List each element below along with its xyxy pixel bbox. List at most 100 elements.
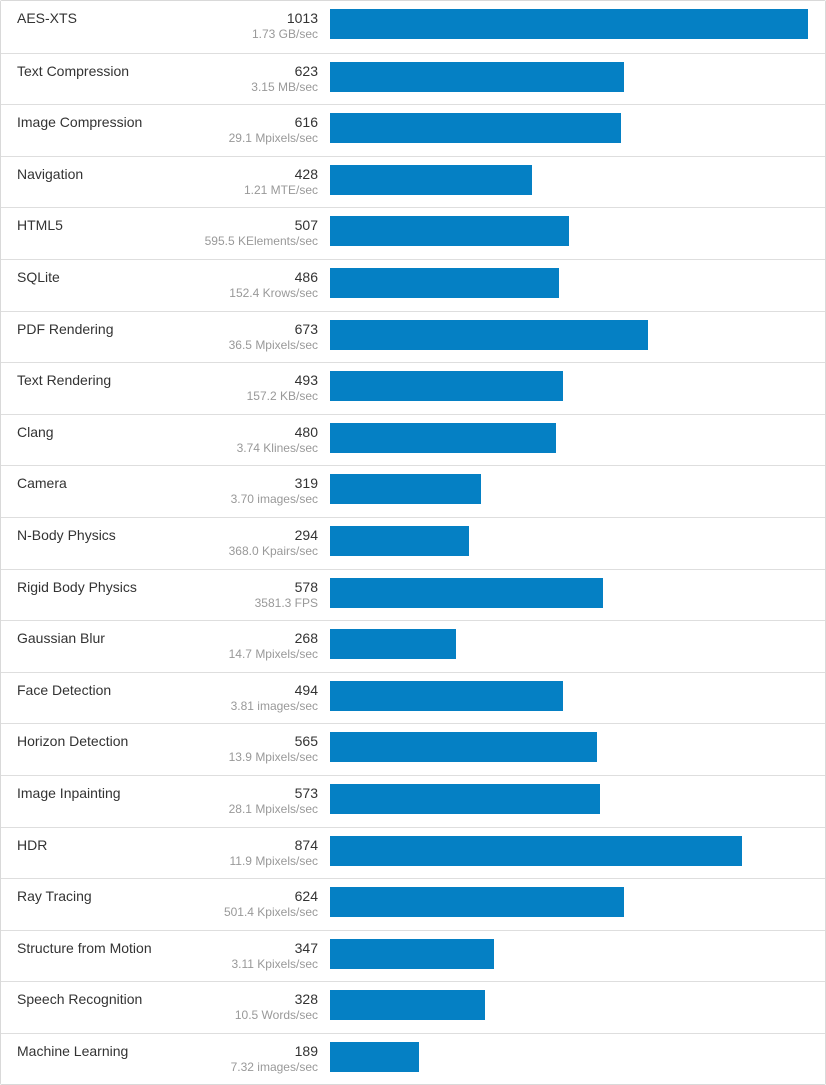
bar-track — [330, 629, 808, 660]
benchmark-row: Navigation 428 1.21 MTE/sec — [1, 155, 825, 208]
benchmark-name: HTML5 — [17, 217, 63, 234]
benchmark-name: Structure from Motion — [17, 939, 152, 956]
benchmark-row: Machine Learning 189 7.32 images/sec — [1, 1032, 825, 1085]
benchmark-rate: 368.0 Kpairs/sec — [228, 543, 318, 558]
benchmark-row: Clang 480 3.74 Klines/sec — [1, 413, 825, 466]
benchmark-row: N-Body Physics 294 368.0 Kpairs/sec — [1, 516, 825, 569]
benchmark-name: Speech Recognition — [17, 991, 143, 1008]
benchmark-rate: 3581.3 FPS — [254, 595, 318, 610]
benchmark-score: 294 — [294, 526, 318, 543]
benchmark-score: 347 — [294, 939, 318, 956]
benchmark-score: 623 — [294, 62, 318, 79]
benchmark-score: 319 — [294, 475, 318, 492]
benchmark-name: Gaussian Blur — [17, 630, 105, 647]
benchmark-row: Speech Recognition 328 10.5 Words/sec — [1, 981, 825, 1033]
bar-track — [330, 938, 808, 969]
benchmark-name: Clang — [17, 423, 54, 440]
benchmark-row: SQLite 486 152.4 Krows/sec — [1, 258, 825, 311]
benchmark-rate: 1.21 MTE/sec — [243, 182, 318, 197]
benchmark-name: SQLite — [17, 268, 60, 285]
benchmark-rate: 3.74 Klines/sec — [236, 440, 318, 455]
benchmark-score: 573 — [294, 784, 318, 801]
benchmark-score: 507 — [294, 217, 318, 234]
score-bar — [330, 422, 556, 453]
benchmark-name: Image Inpainting — [17, 784, 121, 801]
benchmark-rate: 152.4 Krows/sec — [229, 285, 318, 300]
bar-track — [330, 474, 808, 505]
score-bar — [330, 61, 624, 92]
benchmark-row: PDF Rendering 673 36.5 Mpixels/sec — [1, 310, 825, 363]
score-bar — [330, 371, 563, 402]
benchmark-row: Horizon Detection 565 13.9 Mpixels/sec — [1, 723, 825, 775]
benchmark-score: 486 — [294, 268, 318, 285]
bar-track — [330, 9, 808, 39]
benchmark-score: 1013 — [286, 10, 318, 26]
bar-track — [330, 422, 808, 453]
bar-track — [330, 525, 808, 556]
benchmark-row: AES-XTS 1013 1.73 GB/sec — [1, 1, 825, 53]
benchmark-score: 616 — [294, 114, 318, 131]
benchmark-row: Text Rendering 493 157.2 KB/sec — [1, 362, 825, 414]
score-bar — [330, 835, 742, 866]
benchmark-name: Text Compression — [17, 62, 130, 79]
benchmark-score: 428 — [294, 165, 318, 182]
benchmark-score: 480 — [294, 423, 318, 440]
benchmark-rate: 3.81 images/sec — [230, 698, 318, 713]
benchmark-rate: 3.15 MB/sec — [251, 79, 318, 94]
bar-track — [330, 61, 808, 92]
benchmark-name: Ray Tracing — [17, 888, 92, 905]
benchmark-rate: 157.2 KB/sec — [246, 389, 318, 404]
score-bar — [330, 990, 485, 1021]
score-bar — [330, 267, 559, 298]
bar-track — [330, 577, 808, 608]
score-bar — [330, 629, 456, 660]
score-bar — [330, 113, 621, 144]
bar-track — [330, 783, 808, 814]
benchmark-row: HDR 874 11.9 Mpixels/sec — [1, 826, 825, 879]
bar-track — [330, 267, 808, 298]
benchmark-name: N-Body Physics — [17, 526, 116, 543]
benchmark-row: Image Inpainting 573 28.1 Mpixels/sec — [1, 774, 825, 827]
benchmark-rate: 10.5 Words/sec — [234, 1008, 318, 1023]
benchmark-score: 493 — [294, 372, 318, 389]
benchmark-name: Rigid Body Physics — [17, 578, 137, 595]
benchmark-row: Image Compression 616 29.1 Mpixels/sec — [1, 104, 825, 156]
benchmark-name: Text Rendering — [17, 372, 112, 389]
bar-track — [330, 732, 808, 763]
score-bar — [330, 164, 532, 195]
benchmark-score: 268 — [294, 630, 318, 647]
benchmark-rate: 14.7 Mpixels/sec — [228, 647, 318, 662]
bar-track — [330, 164, 808, 195]
benchmark-rate: 3.11 Kpixels/sec — [231, 956, 319, 971]
benchmark-score: 565 — [294, 733, 318, 750]
score-bar — [330, 732, 597, 763]
bar-track — [330, 887, 808, 918]
bar-track — [330, 680, 808, 711]
benchmark-score: 494 — [294, 681, 318, 698]
score-bar — [330, 525, 469, 556]
benchmark-rate: 595.5 KElements/sec — [204, 234, 318, 249]
benchmark-row: Camera 319 3.70 images/sec — [1, 465, 825, 517]
benchmark-row: Text Compression 623 3.15 MB/sec — [1, 52, 825, 105]
benchmark-row: Ray Tracing 624 501.4 Kpixels/sec — [1, 878, 825, 930]
benchmark-score: 578 — [294, 578, 318, 595]
benchmark-name: Machine Learning — [17, 1042, 129, 1059]
score-bar — [330, 938, 494, 969]
benchmark-row: Gaussian Blur 268 14.7 Mpixels/sec — [1, 620, 825, 672]
benchmark-rate: 7.32 images/sec — [230, 1059, 318, 1074]
score-bar — [330, 887, 624, 918]
benchmark-rate: 28.1 Mpixels/sec — [228, 801, 318, 816]
score-bar — [330, 474, 481, 505]
benchmark-row: Structure from Motion 347 3.11 Kpixels/sec — [1, 929, 825, 982]
benchmark-name: Image Compression — [17, 114, 143, 131]
benchmark-score: 189 — [294, 1042, 318, 1059]
benchmark-row: Face Detection 494 3.81 images/sec — [1, 671, 825, 724]
benchmark-rate: 11.9 Mpixels/sec — [229, 853, 318, 868]
bar-track — [330, 216, 808, 247]
benchmark-rate: 13.9 Mpixels/sec — [228, 750, 318, 765]
benchmark-rate: 29.1 Mpixels/sec — [228, 131, 318, 146]
score-bar — [330, 783, 600, 814]
benchmark-row: Rigid Body Physics 578 3581.3 FPS — [1, 568, 825, 621]
benchmark-rate: 1.73 GB/sec — [251, 27, 318, 41]
